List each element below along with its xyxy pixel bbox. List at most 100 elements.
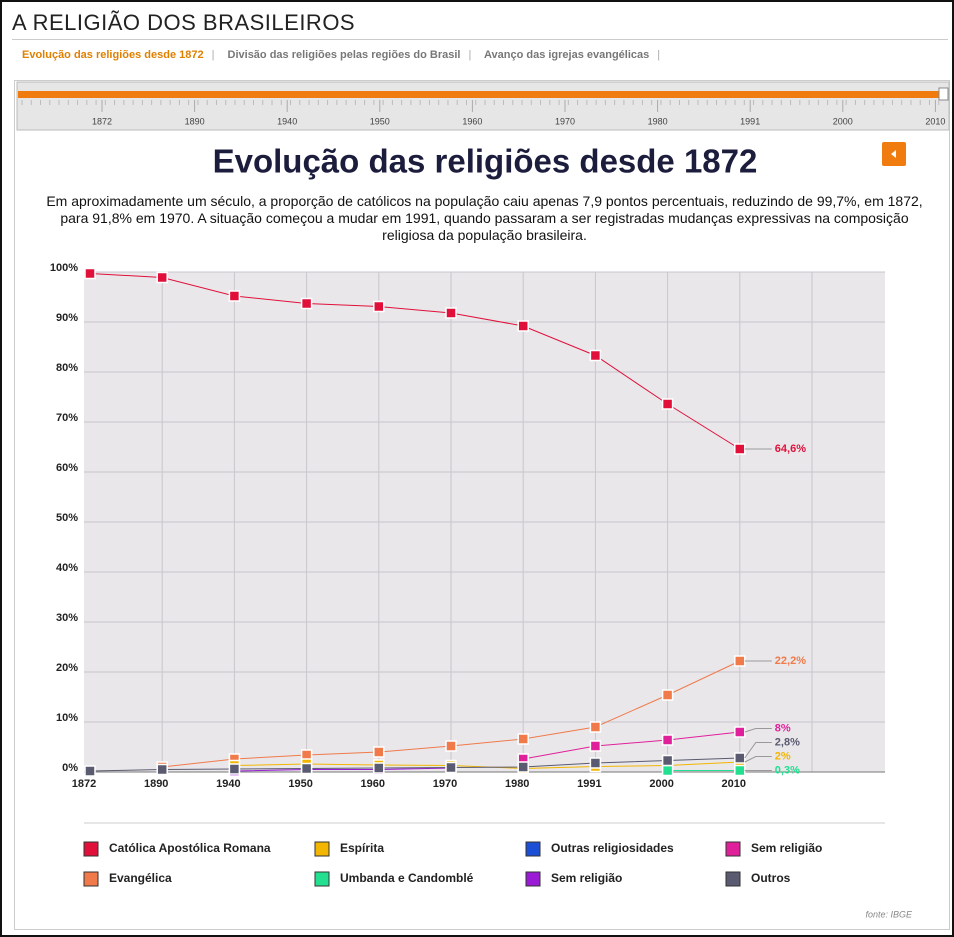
- tab[interactable]: Avanço das igrejas evangélicas: [483, 49, 650, 61]
- data-label: 8%: [775, 722, 791, 734]
- timeline: 1872 1890 1940 1950 1960 1970 1980 1991 2000 2010: [16, 81, 950, 131]
- x-tick-label: 1940: [216, 778, 240, 790]
- series-line: [89, 757, 740, 772]
- point-marker: [373, 746, 385, 758]
- separator: |: [657, 49, 661, 61]
- back-button[interactable]: [882, 142, 906, 166]
- legend-swatch: [525, 871, 541, 887]
- timeline-label: 1940: [277, 116, 297, 126]
- y-tick-label: 0%: [62, 762, 78, 774]
- data-label: 2,8%: [775, 736, 800, 748]
- x-tick-label: 1960: [361, 778, 385, 790]
- legend-swatch: [83, 871, 99, 887]
- legend-label: Outras religiosidades: [551, 841, 674, 855]
- separator: |: [468, 49, 472, 61]
- y-tick-label: 10%: [56, 712, 78, 724]
- y-tick-label: 80%: [56, 362, 78, 374]
- timeline-label: 1890: [185, 116, 205, 126]
- point-marker: [734, 655, 746, 667]
- data-label: 64,6%: [775, 443, 806, 455]
- point-marker: [373, 300, 385, 313]
- x-tick-label: 1970: [433, 778, 457, 790]
- point-marker: [734, 752, 746, 764]
- point-marker: [589, 757, 602, 769]
- point-marker: [445, 761, 457, 774]
- point-marker: [84, 267, 96, 280]
- point-marker: [445, 740, 457, 752]
- x-tick-label: 1950: [288, 778, 312, 790]
- point-marker: [661, 689, 674, 701]
- divider: [12, 39, 948, 40]
- y-tick-label: 60%: [56, 462, 78, 474]
- legend-swatch: [314, 841, 330, 857]
- legend-swatch: [314, 871, 330, 887]
- y-tick-label: 100%: [50, 262, 78, 274]
- point-marker: [589, 721, 602, 733]
- point-marker: [589, 349, 602, 362]
- point-marker: [517, 320, 529, 332]
- legend-label: Outros: [751, 871, 791, 885]
- timeline-handle[interactable]: [938, 87, 949, 101]
- series-line: [523, 731, 740, 760]
- legend-label: Espírita: [340, 841, 384, 855]
- point-marker: [228, 290, 241, 302]
- chart-title: Evolução das religiões desde 1872: [213, 143, 758, 180]
- point-marker: [661, 398, 674, 410]
- panel: [14, 80, 950, 930]
- legend-label: Sem religião: [751, 841, 822, 855]
- timeline-label: 2000: [833, 116, 853, 126]
- point-marker: [228, 763, 241, 775]
- tabs: Evolução das religiões desde 1872 | Divis…: [22, 49, 670, 61]
- back-icon: [891, 150, 896, 158]
- data-label: 0,3%: [775, 764, 800, 776]
- point-marker: [156, 763, 168, 776]
- legend-label: Umbanda e Candomblé: [340, 871, 474, 885]
- timeline-progress: [18, 91, 944, 98]
- y-tick-label: 20%: [56, 662, 78, 674]
- tab[interactable]: Evolução das religiões desde 1872: [22, 49, 204, 61]
- series-line: [89, 273, 741, 450]
- x-tick-label: 1980: [505, 778, 529, 790]
- legend-label: Sem religião: [551, 871, 622, 885]
- point-marker: [734, 726, 746, 738]
- point-marker: [445, 307, 457, 319]
- y-tick-label: 50%: [56, 512, 78, 524]
- x-tick-label: 2000: [649, 778, 673, 790]
- legend-swatch: [525, 841, 541, 857]
- point-marker: [84, 765, 96, 777]
- point-marker: [156, 271, 168, 284]
- timeline-label: 2010: [925, 116, 945, 126]
- y-tick-label: 90%: [56, 312, 78, 324]
- subtitle: Em aproximadamente um século, a proporçã…: [46, 193, 923, 243]
- x-tick-label: 1991: [577, 778, 601, 790]
- timeline-label: 1872: [92, 116, 112, 126]
- point-marker: [300, 297, 313, 310]
- point-marker: [661, 754, 674, 767]
- y-tick-label: 70%: [56, 412, 78, 424]
- x-tick-label: 2010: [722, 778, 746, 790]
- data-label: 2%: [775, 750, 791, 762]
- legend-label: Católica Apostólica Romana: [109, 841, 271, 855]
- timeline-label: 1960: [462, 116, 482, 126]
- point-marker: [517, 761, 529, 773]
- timeline-track: [16, 81, 950, 131]
- label-leader: [744, 728, 772, 733]
- timeline-label: 1991: [740, 116, 760, 126]
- label-leader: [744, 756, 772, 763]
- legend-swatch: [725, 841, 741, 857]
- legend-swatch: [83, 841, 99, 857]
- tab[interactable]: Divisão das religiões pelas regiões do B…: [227, 49, 461, 61]
- source: fonte: IBGE: [865, 909, 913, 919]
- series-line: [234, 767, 452, 772]
- point-marker: [589, 740, 602, 752]
- point-marker: [373, 762, 385, 774]
- data-label: 22,2%: [775, 655, 806, 667]
- point-marker: [300, 762, 313, 775]
- y-tick-label: 40%: [56, 562, 78, 574]
- point-marker: [661, 764, 674, 777]
- point-marker: [517, 733, 529, 745]
- timeline-label: 1950: [370, 116, 390, 126]
- timeline-label: 1970: [555, 116, 575, 126]
- page-title: A RELIGIÃO DOS BRASILEIROS: [12, 10, 356, 35]
